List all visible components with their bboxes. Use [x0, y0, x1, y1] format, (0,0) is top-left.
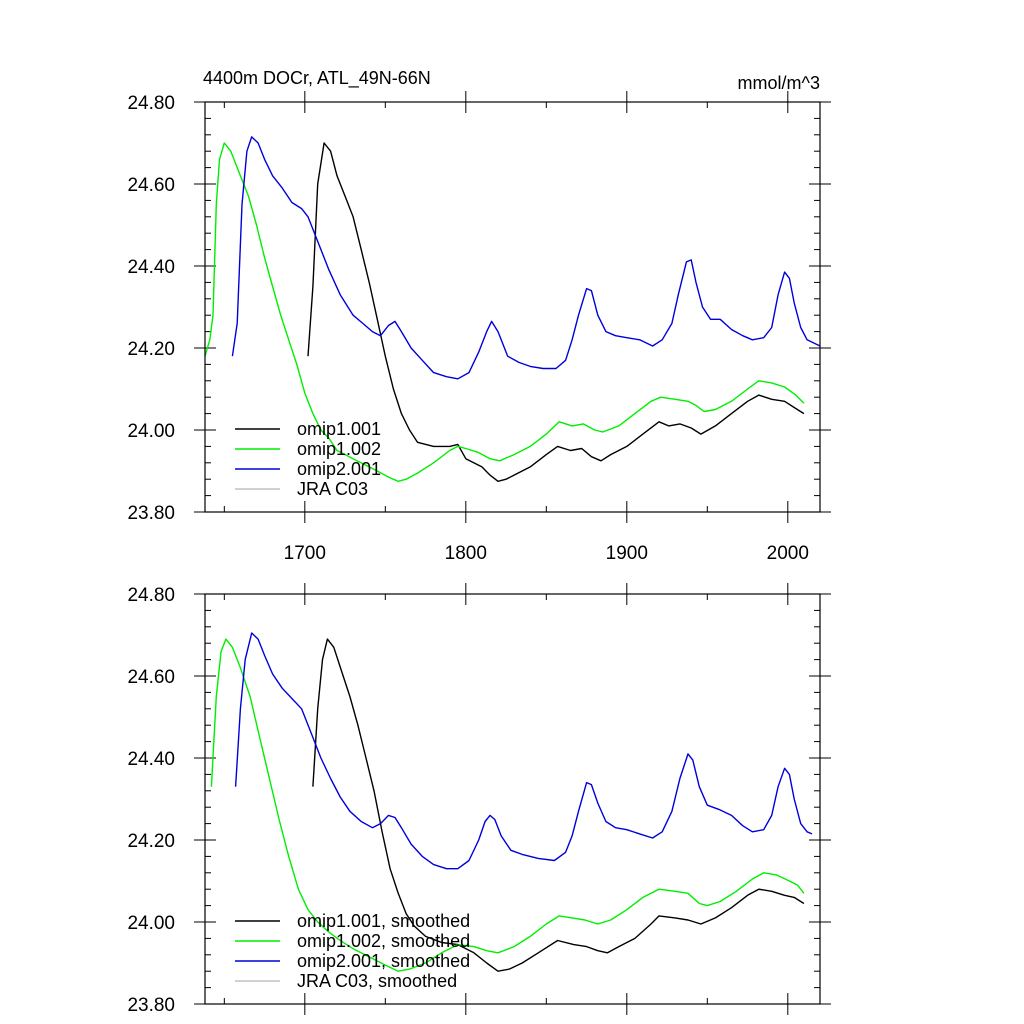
legend-label: JRA C03	[297, 479, 368, 499]
legend-label: JRA C03, smoothed	[297, 971, 457, 991]
series-line	[312, 638, 805, 972]
y-tick-label: 24.60	[127, 175, 175, 196]
x-tick-label: 1700	[284, 543, 326, 564]
x-tick-label: 2000	[767, 543, 809, 564]
bottom-panel: 23.80 24.00 24.20 24.40 24.60 24.80 omip1.001…	[127, 583, 831, 1016]
legend-label: omip1.002	[297, 439, 381, 459]
y-tick-label: 24.80	[127, 93, 175, 114]
y-tick-label: 24.20	[127, 831, 175, 852]
x-tick-label: 1900	[606, 543, 648, 564]
bottom-axis-ticks	[194, 583, 831, 1015]
top-x-tick-labels: 1700 1800 1900 2000	[284, 543, 809, 564]
bottom-y-tick-labels: 23.80 24.00 24.20 24.40 24.60 24.80	[127, 585, 175, 1016]
legend-label: omip2.001	[297, 459, 381, 479]
top-panel: 4400m DOCr, ATL_49N-66N mmol/m^3 23.80 24…	[127, 68, 831, 564]
series-line	[307, 142, 805, 482]
y-tick-label: 24.80	[127, 585, 175, 606]
legend-label: omip1.001	[297, 419, 381, 439]
chart-title: 4400m DOCr, ATL_49N-66N	[203, 68, 431, 89]
series-line	[234, 632, 813, 870]
top-series	[204, 136, 821, 482]
series-line	[204, 142, 805, 482]
y-tick-label: 23.80	[127, 995, 175, 1016]
y-tick-label: 24.40	[127, 749, 175, 770]
x-tick-label: 1800	[445, 543, 487, 564]
legend-label: omip2.001, smoothed	[297, 951, 470, 971]
legend-label: omip1.001, smoothed	[297, 911, 470, 931]
bottom-plot-frame	[204, 593, 821, 1005]
y-tick-label: 24.60	[127, 667, 175, 688]
y-tick-label: 24.00	[127, 421, 175, 442]
y-tick-label: 24.40	[127, 257, 175, 278]
top-y-tick-labels: 23.80 24.00 24.20 24.40 24.60 24.80	[127, 93, 175, 524]
y-tick-label: 24.20	[127, 339, 175, 360]
top-plot-frame	[204, 101, 821, 513]
units-label: mmol/m^3	[738, 73, 820, 93]
series-line	[210, 638, 805, 972]
legend-label: omip1.002, smoothed	[297, 931, 470, 951]
bottom-series	[210, 632, 813, 972]
series-line	[231, 136, 821, 380]
top-axis-ticks	[194, 91, 831, 523]
y-tick-label: 23.80	[127, 503, 175, 524]
y-tick-label: 24.00	[127, 913, 175, 934]
